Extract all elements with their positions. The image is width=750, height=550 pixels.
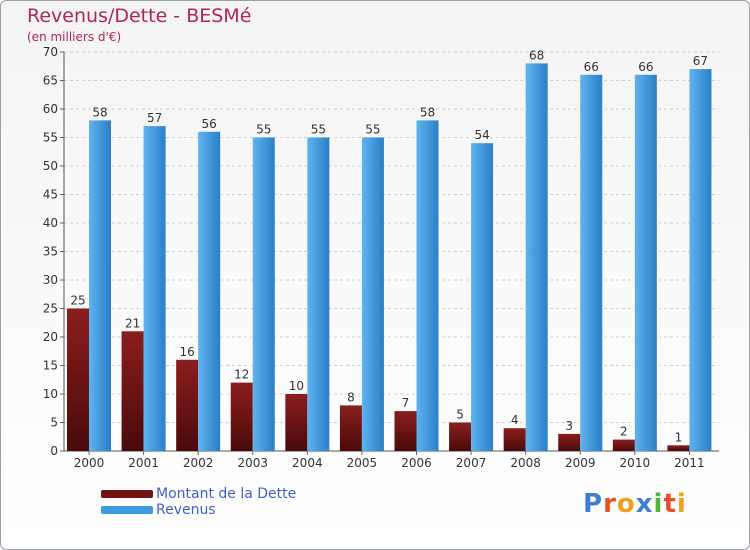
bar-revenus [89, 120, 111, 452]
bar-revenus [634, 74, 657, 452]
x-tick-label: 2004 [292, 456, 323, 470]
x-tick-label: 2000 [74, 456, 105, 470]
y-tick-label: 30 [43, 273, 58, 287]
proxiti-logo: Proxiti [583, 489, 687, 519]
x-tick-label: 2007 [456, 456, 487, 470]
bar-revenus [689, 69, 712, 451]
data-label-debt: 7 [402, 396, 410, 410]
y-tick-label: 60 [43, 102, 58, 116]
data-label-revenus: 66 [638, 60, 653, 74]
legend-label-revenus: Revenus [156, 502, 216, 518]
chart-title: Revenus/Dette - BESMé [27, 5, 252, 27]
data-label-revenus: 57 [147, 111, 162, 125]
bar-debt [230, 382, 253, 451]
data-label-revenus: 66 [584, 60, 599, 74]
bar-revenus [143, 126, 166, 451]
y-tick-label: 5 [50, 416, 58, 430]
data-label-debt: 10 [289, 379, 304, 393]
data-label-revenus: 55 [256, 123, 271, 137]
bar-revenus [416, 120, 439, 452]
y-tick-label: 15 [43, 359, 58, 373]
data-label-revenus: 58 [420, 105, 435, 119]
x-tick-label: 2010 [620, 456, 651, 470]
y-tick-label: 10 [43, 387, 58, 401]
bar-debt [176, 359, 199, 451]
y-tick-label: 50 [43, 159, 58, 173]
data-label-revenus: 54 [474, 128, 489, 142]
x-tick-label: 2011 [674, 456, 705, 470]
x-tick-label: 2005 [347, 456, 378, 470]
data-label-revenus: 55 [365, 123, 380, 137]
legend-swatch-revenus [101, 506, 153, 514]
bar-revenus [307, 137, 330, 451]
legend-label-debt: Montant de la Dette [156, 486, 297, 502]
data-label-revenus: 68 [529, 48, 544, 62]
bar-debt [285, 394, 308, 451]
y-tick-label: 20 [43, 330, 58, 344]
data-label-debt: 12 [234, 368, 249, 382]
data-label-debt: 16 [180, 345, 195, 359]
data-label-debt: 1 [675, 430, 683, 444]
data-label-debt: 4 [511, 413, 519, 427]
y-tick-label: 70 [43, 45, 58, 59]
data-label-debt: 21 [125, 316, 140, 330]
bar-debt [558, 433, 581, 451]
data-label-debt: 25 [70, 294, 85, 308]
x-tick-label: 2003 [237, 456, 268, 470]
x-tick-label: 2008 [510, 456, 541, 470]
bar-revenus [361, 137, 384, 451]
y-tick-label: 0 [50, 444, 58, 458]
bar-debt [612, 439, 635, 451]
y-tick-label: 65 [43, 74, 58, 88]
bar-debt [67, 308, 89, 451]
bar-revenus [525, 63, 548, 452]
data-label-revenus: 55 [311, 123, 326, 137]
bar-debt [667, 445, 690, 451]
data-label-revenus: 56 [202, 117, 217, 131]
y-tick-label: 40 [43, 216, 58, 230]
legend-swatch-debt [101, 490, 153, 498]
x-tick-label: 2001 [128, 456, 159, 470]
bar-debt [394, 411, 417, 451]
bar-debt [449, 422, 472, 451]
y-tick-label: 55 [43, 131, 58, 145]
data-label-revenus: 67 [693, 54, 708, 68]
x-tick-label: 2009 [565, 456, 596, 470]
bar-debt [121, 331, 144, 451]
bar-revenus [198, 131, 221, 452]
data-label-debt: 5 [456, 408, 464, 422]
data-label-debt: 2 [620, 425, 628, 439]
x-tick-label: 2002 [183, 456, 214, 470]
bar-debt [503, 428, 526, 451]
chart-subtitle: (en milliers d'€) [27, 30, 122, 44]
y-tick-label: 35 [43, 245, 58, 259]
data-label-debt: 8 [347, 390, 355, 404]
bar-revenus [471, 143, 494, 451]
bar-debt [339, 405, 362, 451]
y-tick-label: 25 [43, 302, 58, 316]
y-tick-label: 45 [43, 188, 58, 202]
data-label-debt: 3 [565, 419, 573, 433]
bar-revenus [580, 74, 603, 452]
data-label-revenus: 58 [92, 105, 107, 119]
x-tick-label: 2006 [401, 456, 432, 470]
bar-revenus [252, 137, 275, 451]
